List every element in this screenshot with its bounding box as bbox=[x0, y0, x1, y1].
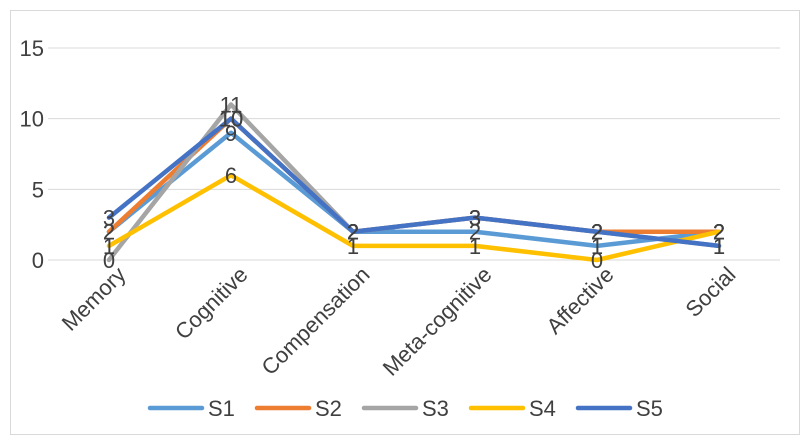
data-label-S5: 3 bbox=[103, 206, 115, 231]
x-tick-label: Memory bbox=[57, 262, 131, 336]
data-label-S3: 1 bbox=[713, 234, 725, 259]
data-label-S4: 1 bbox=[347, 234, 359, 259]
series-line-S4 bbox=[106, 172, 722, 263]
x-tick-label: Affective bbox=[541, 262, 618, 339]
series-line-S1 bbox=[106, 130, 722, 249]
data-label-S3: 0 bbox=[103, 248, 115, 273]
data-label-S1: 2 bbox=[347, 220, 359, 245]
legend-label-S1: S1 bbox=[208, 396, 235, 421]
data-label-S2: 10 bbox=[219, 107, 243, 132]
legend-label-S4: S4 bbox=[529, 396, 556, 421]
data-label-S1: 2 bbox=[713, 220, 725, 245]
y-tick-label: 15 bbox=[20, 36, 44, 61]
data-label-S2: 2 bbox=[103, 220, 115, 245]
data-label-S2: 2 bbox=[713, 220, 725, 245]
data-label-S5: 1 bbox=[713, 234, 725, 259]
series-line-S5 bbox=[106, 116, 722, 249]
data-label-S4: 1 bbox=[469, 234, 481, 259]
data-label-S3: 2 bbox=[347, 220, 359, 245]
legend-label-S5: S5 bbox=[636, 396, 663, 421]
x-tick-label: Social bbox=[680, 262, 740, 322]
y-tick-label: 5 bbox=[32, 177, 44, 202]
data-label-S1: 9 bbox=[225, 121, 237, 146]
x-tick-label: Cognitive bbox=[170, 262, 253, 345]
data-label-S1: 2 bbox=[103, 220, 115, 245]
series-line-S2 bbox=[106, 116, 722, 234]
data-label-S2: 2 bbox=[347, 220, 359, 245]
data-label-S1: 2 bbox=[469, 220, 481, 245]
data-label-S3: 2 bbox=[591, 220, 603, 245]
data-label-S4: 0 bbox=[591, 248, 603, 273]
legend-label-S2: S2 bbox=[315, 396, 342, 421]
data-label-S3: 11 bbox=[220, 93, 243, 118]
data-label-S5: 10 bbox=[219, 107, 243, 132]
data-label-S5: 2 bbox=[591, 220, 603, 245]
data-label-S4: 6 bbox=[225, 163, 237, 188]
x-tick-label: Meta-cognitive bbox=[378, 262, 497, 381]
data-label-S5: 3 bbox=[469, 206, 481, 231]
data-label-S2: 2 bbox=[591, 220, 603, 245]
x-tick-label: Compensation bbox=[257, 262, 375, 380]
data-label-S1: 1 bbox=[591, 234, 603, 259]
data-label-S5: 2 bbox=[347, 220, 359, 245]
data-label-S2: 3 bbox=[469, 206, 481, 231]
data-label-S3: 3 bbox=[469, 206, 481, 231]
data-label-S4: 1 bbox=[103, 234, 115, 259]
y-tick-label: 10 bbox=[20, 107, 44, 132]
legend-label-S3: S3 bbox=[422, 396, 449, 421]
chart-area bbox=[10, 10, 800, 435]
y-tick-label: 0 bbox=[32, 248, 44, 273]
data-label-S4: 2 bbox=[713, 220, 725, 245]
